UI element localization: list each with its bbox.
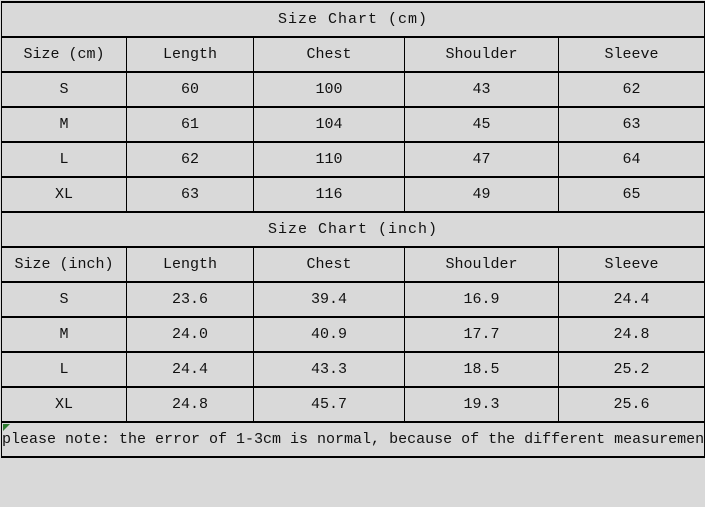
inch-xl-size: XL — [1, 386, 127, 423]
note-text: please note: the error of 1-3cm is norma… — [2, 431, 705, 448]
inch-s-sleeve: 24.4 — [557, 281, 705, 318]
excel-error-marker-icon — [3, 424, 10, 431]
cm-m-sleeve: 63 — [557, 106, 705, 143]
inch-s-size: S — [1, 281, 127, 318]
inch-s-shoulder: 16.9 — [404, 281, 559, 318]
note-cell: please note: the error of 1-3cm is norma… — [0, 421, 705, 458]
cm-title-row: Size Chart (cm) — [0, 1, 705, 38]
cm-l-chest: 110 — [253, 141, 405, 178]
cm-s-sleeve: 62 — [557, 71, 705, 108]
inch-s-length: 23.6 — [126, 281, 254, 318]
cm-xl-size: XL — [1, 176, 127, 213]
cm-m-shoulder: 45 — [404, 106, 559, 143]
cm-m-size: M — [1, 106, 127, 143]
cm-xl-length: 63 — [126, 176, 254, 213]
cm-l-shoulder: 47 — [404, 141, 559, 178]
cm-row-l: L 62 110 47 64 — [1, 141, 705, 178]
size-chart-table: Size Chart (cm) Size (cm) Length Chest S… — [0, 1, 705, 458]
cm-header-length: Length — [126, 36, 254, 73]
inch-xl-shoulder: 19.3 — [404, 386, 559, 423]
inch-xl-sleeve: 25.6 — [557, 386, 705, 423]
inch-row-xl: XL 24.8 45.7 19.3 25.6 — [1, 386, 705, 423]
cm-header-chest: Chest — [253, 36, 405, 73]
inch-m-size: M — [1, 316, 127, 353]
inch-m-sleeve: 24.8 — [557, 316, 705, 353]
inch-header-sleeve: Sleeve — [557, 246, 705, 283]
cm-xl-chest: 116 — [253, 176, 405, 213]
inch-title-row: Size Chart (inch) — [0, 211, 705, 248]
inch-m-chest: 40.9 — [253, 316, 405, 353]
inch-l-length: 24.4 — [126, 351, 254, 388]
inch-l-size: L — [1, 351, 127, 388]
inch-header-shoulder: Shoulder — [404, 246, 559, 283]
inch-l-sleeve: 25.2 — [557, 351, 705, 388]
inch-row-s: S 23.6 39.4 16.9 24.4 — [1, 281, 705, 318]
cm-m-chest: 104 — [253, 106, 405, 143]
inch-m-length: 24.0 — [126, 316, 254, 353]
cm-xl-sleeve: 65 — [557, 176, 705, 213]
cm-s-shoulder: 43 — [404, 71, 559, 108]
cm-table-title: Size Chart (cm) — [0, 1, 705, 38]
cm-l-size: L — [1, 141, 127, 178]
cm-header-row: Size (cm) Length Chest Shoulder Sleeve — [1, 36, 705, 73]
inch-s-chest: 39.4 — [253, 281, 405, 318]
cm-m-length: 61 — [126, 106, 254, 143]
note-row: please note: the error of 1-3cm is norma… — [0, 421, 705, 458]
inch-header-length: Length — [126, 246, 254, 283]
inch-row-m: M 24.0 40.9 17.7 24.8 — [1, 316, 705, 353]
inch-row-l: L 24.4 43.3 18.5 25.2 — [1, 351, 705, 388]
cm-s-length: 60 — [126, 71, 254, 108]
inch-l-shoulder: 18.5 — [404, 351, 559, 388]
inch-header-row: Size (inch) Length Chest Shoulder Sleeve — [1, 246, 705, 283]
cm-header-shoulder: Shoulder — [404, 36, 559, 73]
cm-s-chest: 100 — [253, 71, 405, 108]
cm-xl-shoulder: 49 — [404, 176, 559, 213]
inch-xl-length: 24.8 — [126, 386, 254, 423]
cm-s-size: S — [1, 71, 127, 108]
cm-l-length: 62 — [126, 141, 254, 178]
cm-header-size: Size (cm) — [1, 36, 127, 73]
cm-row-m: M 61 104 45 63 — [1, 106, 705, 143]
inch-table-title: Size Chart (inch) — [0, 211, 705, 248]
inch-header-chest: Chest — [253, 246, 405, 283]
cm-row-s: S 60 100 43 62 — [1, 71, 705, 108]
inch-l-chest: 43.3 — [253, 351, 405, 388]
inch-header-size: Size (inch) — [1, 246, 127, 283]
inch-xl-chest: 45.7 — [253, 386, 405, 423]
cm-row-xl: XL 63 116 49 65 — [1, 176, 705, 213]
cm-l-sleeve: 64 — [557, 141, 705, 178]
inch-m-shoulder: 17.7 — [404, 316, 559, 353]
cm-header-sleeve: Sleeve — [557, 36, 705, 73]
